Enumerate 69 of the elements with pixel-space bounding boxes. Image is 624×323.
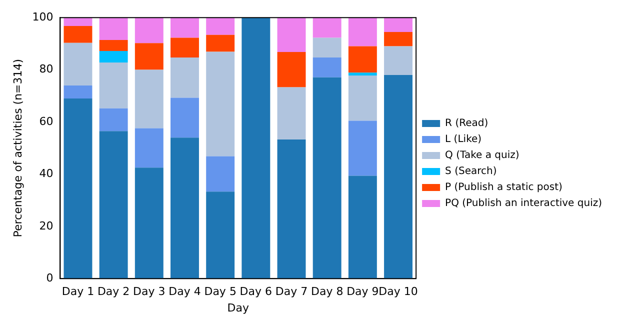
bar <box>312 18 342 38</box>
bar <box>312 77 342 279</box>
x-tick-label: Day 5 <box>204 285 236 298</box>
bar <box>64 98 92 279</box>
bar <box>312 38 342 58</box>
bar <box>206 52 235 156</box>
legend-label: L (Like) <box>445 134 482 146</box>
y-axis-title: Percentage of activities (n=314) <box>11 58 24 238</box>
x-tick-label: Day 10 <box>378 285 418 298</box>
bar <box>206 192 235 279</box>
x-tick-label: Day 4 <box>168 285 201 298</box>
legend-label: S (Search) <box>445 166 497 178</box>
bar <box>134 168 164 279</box>
bar <box>312 58 342 78</box>
bar <box>170 18 199 38</box>
bar <box>134 43 164 70</box>
bar <box>348 120 377 176</box>
bar <box>64 42 92 86</box>
bar <box>348 46 377 73</box>
y-tick-label: 60 <box>39 114 54 128</box>
bar <box>99 131 128 279</box>
bar <box>384 32 413 46</box>
y-tick-label: 0 <box>46 271 54 284</box>
bar <box>99 40 128 52</box>
bar <box>348 176 377 279</box>
y-tick-label: 100 <box>32 10 54 24</box>
bar <box>277 139 306 279</box>
bar <box>277 52 306 88</box>
bar <box>206 156 235 192</box>
bar <box>134 70 164 128</box>
bar <box>242 18 270 279</box>
bar <box>99 108 128 132</box>
bar <box>134 18 164 44</box>
legend-label: PQ (Publish an interactive quiz) <box>445 198 602 210</box>
y-tick-label: 20 <box>39 219 54 232</box>
bar <box>384 46 413 76</box>
bar <box>170 98 199 138</box>
bar <box>134 128 164 168</box>
bar <box>170 138 199 279</box>
bar <box>99 51 128 62</box>
y-tick-label: 80 <box>39 62 54 76</box>
bar <box>206 18 235 35</box>
bar <box>64 26 92 43</box>
bar <box>348 72 377 76</box>
x-axis-title: Day <box>227 301 250 314</box>
x-tick-label: Day 3 <box>133 285 166 298</box>
bar <box>64 85 92 99</box>
bar <box>277 18 306 52</box>
y-tick-label: 40 <box>39 167 54 180</box>
bar <box>348 76 377 121</box>
bar <box>170 58 199 98</box>
legend-label: P (Publish a static post) <box>445 182 563 194</box>
bar <box>348 18 377 46</box>
bar <box>64 18 92 26</box>
x-tick-label: Day 8 <box>310 285 344 298</box>
x-tick-label: Day 1 <box>62 285 94 298</box>
bar <box>206 34 235 52</box>
bar <box>384 75 413 279</box>
legend-label: R (Read) <box>445 118 488 130</box>
bar <box>170 38 199 58</box>
bar <box>99 62 128 108</box>
legend-label: Q (Take a quiz) <box>445 150 520 162</box>
bar <box>277 87 306 140</box>
bar <box>99 18 128 40</box>
x-tick-label: Day 6 <box>240 285 272 298</box>
x-tick-label: Day 2 <box>97 285 130 298</box>
bar <box>384 18 413 32</box>
x-tick-label: Day 7 <box>275 285 308 298</box>
x-tick-label: Day 9 <box>346 285 379 298</box>
